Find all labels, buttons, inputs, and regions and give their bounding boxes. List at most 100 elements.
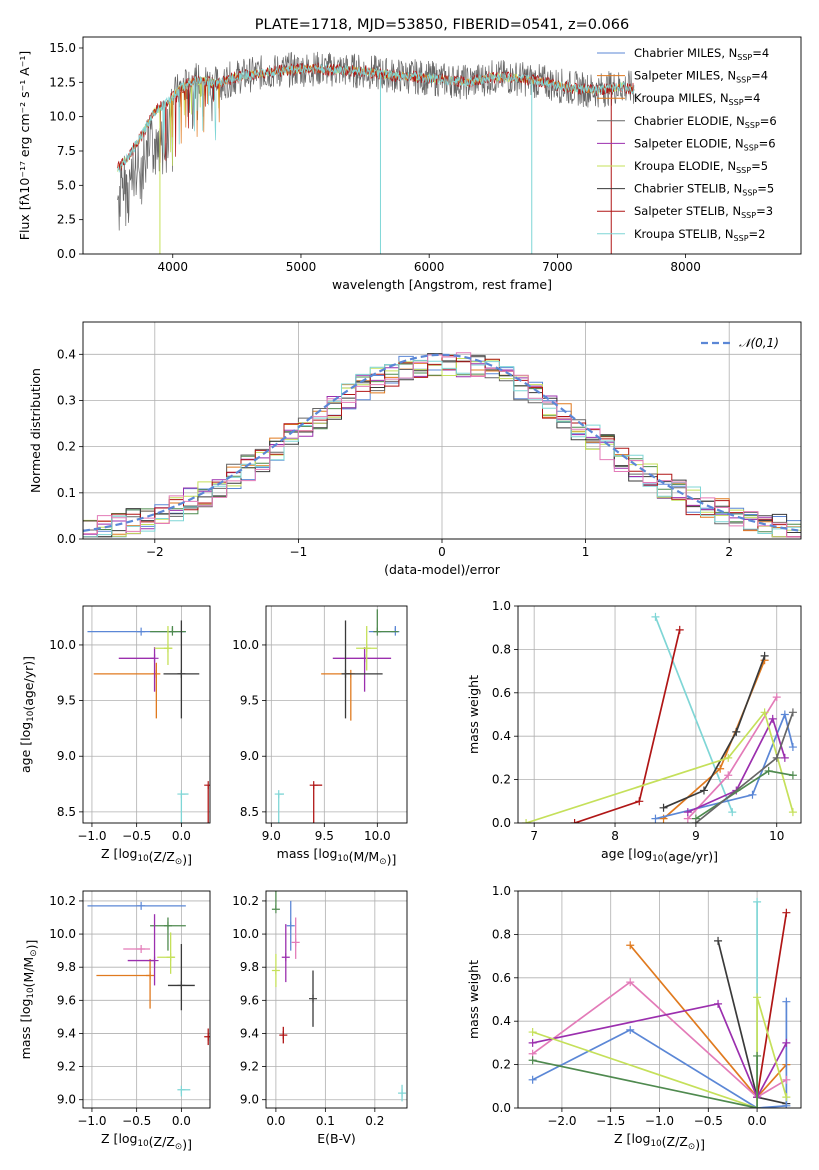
point-marker bbox=[137, 944, 146, 953]
x-tick-label: 10.0 bbox=[364, 829, 391, 843]
y-tick-label: 7.5 bbox=[57, 144, 76, 158]
y-tick-label: 9.5 bbox=[240, 694, 259, 708]
y-tick-label: 9.0 bbox=[57, 1093, 76, 1107]
point-marker bbox=[782, 1075, 791, 1084]
point-marker bbox=[675, 625, 684, 634]
x-tick-label: −1 bbox=[290, 545, 308, 559]
y-tick-label: 5.0 bbox=[57, 178, 76, 192]
weight-line-pink bbox=[532, 981, 787, 1099]
x-tick-label: −0.5 bbox=[694, 1114, 723, 1128]
legend-entry: Salpeter ELODIE, NSSP=6 bbox=[634, 136, 776, 152]
x-tick-label: −1.0 bbox=[645, 1114, 674, 1128]
point-marker bbox=[748, 790, 757, 799]
y-tick-label: 0.2 bbox=[57, 440, 76, 454]
plot-area bbox=[528, 897, 791, 1108]
point-marker bbox=[626, 1025, 635, 1034]
point-marker bbox=[362, 644, 371, 653]
point-marker bbox=[753, 1104, 762, 1108]
y-tick-label: 2.5 bbox=[57, 213, 76, 227]
plot-area bbox=[274, 609, 400, 823]
y-tick-label: 10.2 bbox=[232, 894, 259, 908]
y-tick-label: 0.4 bbox=[57, 347, 76, 361]
point-marker bbox=[728, 808, 737, 817]
x-axis-label: Z [log10(Z/Z⊙)] bbox=[101, 846, 192, 867]
point-marker bbox=[309, 781, 318, 790]
x-axis-label: age [log10(age/yr)] bbox=[601, 846, 718, 864]
y-axis-label: Flux [fλ10⁻¹⁷ erg cm⁻² s⁻¹ A⁻¹] bbox=[17, 51, 32, 240]
point-marker bbox=[137, 901, 146, 910]
y-tick-label: 1.0 bbox=[492, 884, 511, 898]
x-tick-label: 10 bbox=[769, 829, 784, 843]
point-marker bbox=[274, 790, 283, 799]
y-tick-label: 0.4 bbox=[492, 1014, 511, 1028]
y-tick-label: 9.8 bbox=[240, 960, 259, 974]
point-marker bbox=[168, 627, 177, 636]
axes-frame bbox=[517, 605, 802, 824]
x-tick-label: 1 bbox=[582, 545, 590, 559]
legend-entry: Kroupa STELIB, NSSP=2 bbox=[634, 227, 765, 243]
y-tick-label: 1.0 bbox=[492, 599, 511, 613]
point-marker bbox=[522, 819, 531, 823]
point-marker bbox=[768, 714, 777, 723]
point-marker bbox=[626, 941, 635, 950]
legend-entry: Chabrier MILES, NSSP=4 bbox=[634, 46, 769, 62]
y-tick-label: 10.2 bbox=[49, 894, 76, 908]
weight-line-chabrier_stelib bbox=[717, 940, 787, 1105]
point-marker bbox=[716, 764, 725, 773]
weight-line-salpeter_elodie bbox=[532, 1002, 788, 1100]
y-tick-label: 9.0 bbox=[240, 1093, 259, 1107]
legend-entry: Kroupa MILES, NSSP=4 bbox=[634, 91, 760, 107]
x-tick-label: 4000 bbox=[157, 260, 188, 274]
point-marker bbox=[398, 1089, 407, 1098]
y-tick-label: 10.0 bbox=[232, 927, 259, 941]
x-axis-label: mass [log10(M/M⊙)] bbox=[277, 846, 397, 867]
point-marker bbox=[635, 797, 644, 806]
point-marker bbox=[570, 819, 579, 823]
point-marker bbox=[177, 981, 186, 990]
point-marker bbox=[714, 999, 723, 1008]
plot-area bbox=[117, 51, 635, 254]
legend-entry: Salpeter MILES, NSSP=4 bbox=[634, 69, 768, 85]
point-marker bbox=[309, 994, 317, 1003]
point-marker bbox=[286, 921, 295, 930]
axes-frame bbox=[82, 321, 802, 540]
point-marker bbox=[150, 956, 159, 965]
point-marker bbox=[753, 993, 762, 1002]
y-tick-label: 0.4 bbox=[492, 729, 511, 743]
x-tick-label: −1.5 bbox=[596, 1114, 625, 1128]
y-tick-label: 10.0 bbox=[49, 638, 76, 652]
point-marker bbox=[528, 1028, 537, 1037]
point-marker bbox=[724, 753, 733, 762]
x-tick-label: 9 bbox=[692, 829, 700, 843]
axes-mass-vs-Z: −1.0 −0.5 0.0 9.0 9.2 9.4 9.6 9.8 10.0 10.2 Z [log… bbox=[18, 890, 211, 1152]
y-tick-label: 9.5 bbox=[57, 694, 76, 708]
weight-line-chabrier_miles bbox=[655, 711, 794, 820]
point-marker bbox=[699, 786, 708, 795]
point-marker bbox=[764, 766, 773, 775]
x-tick-label: 0.1 bbox=[316, 1114, 335, 1128]
y-tick-label: 8.5 bbox=[57, 805, 76, 819]
point-marker bbox=[166, 953, 175, 962]
y-axis-label: age [log10(age/yr)] bbox=[18, 656, 36, 773]
plot-area bbox=[522, 612, 797, 823]
y-tick-label: 10.0 bbox=[49, 110, 76, 124]
point-marker bbox=[788, 808, 797, 817]
legend-entry: Chabrier STELIB, NSSP=5 bbox=[634, 182, 774, 198]
x-tick-label: 0.0 bbox=[172, 829, 191, 843]
point-marker bbox=[782, 997, 791, 1006]
x-axis-label: Z [log10(Z/Z⊙)] bbox=[101, 1131, 192, 1152]
legend-entry: Kroupa ELODIE, NSSP=5 bbox=[634, 159, 768, 175]
point-marker bbox=[782, 1093, 791, 1102]
x-tick-label: 0.0 bbox=[748, 1114, 767, 1128]
axes-mass-vs-ebv: 0.0 0.1 0.2 9.0 9.2 9.4 9.6 9.8 10.0 10.2 E(B-V) bbox=[232, 890, 408, 1146]
axes-weight-vs-age: 7 8 9 10 0.0 0.2 0.4 0.6 0.8 1.0 age [log10(age/yr… bbox=[466, 599, 802, 864]
y-tick-label: 9.2 bbox=[57, 1060, 76, 1074]
point-marker bbox=[341, 669, 350, 678]
x-axis-label: Z [log10(Z/Z⊙)] bbox=[614, 1131, 705, 1152]
point-marker bbox=[279, 1031, 288, 1040]
point-marker bbox=[146, 971, 155, 980]
point-marker bbox=[714, 936, 723, 945]
point-marker bbox=[772, 753, 781, 762]
point-marker bbox=[760, 708, 769, 717]
